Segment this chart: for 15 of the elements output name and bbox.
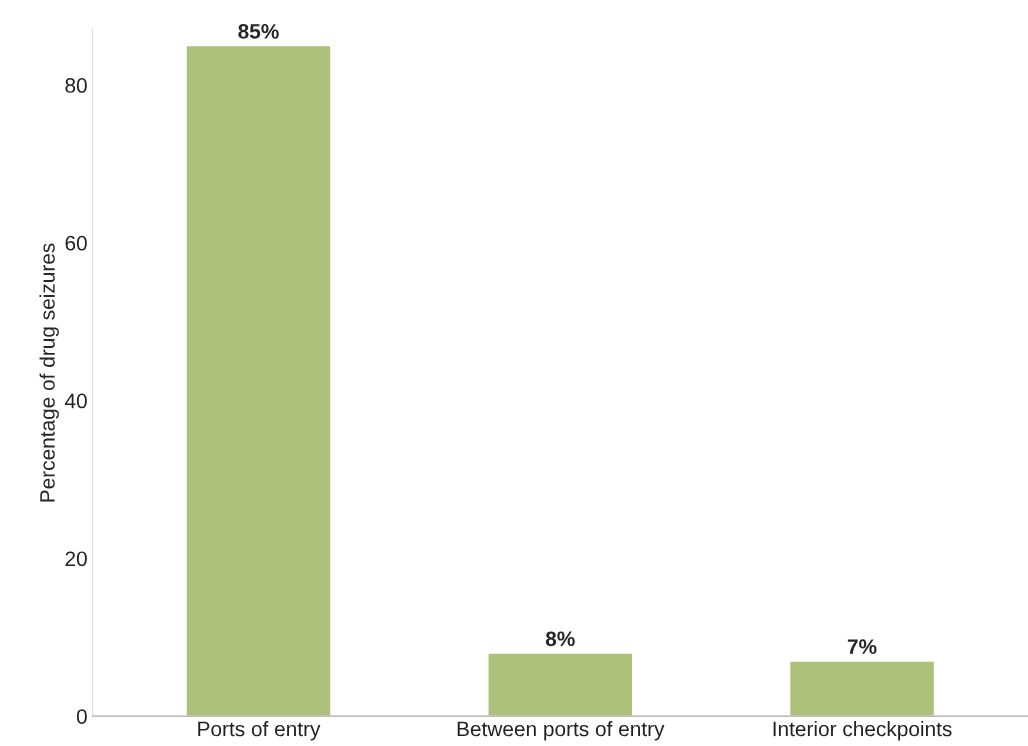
y-axis-title: Percentage of drug seizures [39,243,59,502]
data-label: 7% [847,639,877,654]
x-tick-label: Ports of entry [198,721,321,741]
y-tick-label: 80 [65,78,87,93]
bar [487,652,634,717]
data-label: 8% [545,631,575,647]
y-tick-label: 40 [64,393,87,409]
bar [788,660,936,717]
x-tick-label: Between ports of entry [457,721,665,741]
y-tick-label: 20 [65,551,87,567]
data-label: 85% [238,23,279,39]
y-tick-label: 60 [65,235,87,251]
bar [185,44,332,717]
x-tick-label: Interior checkpoints [773,721,952,741]
y-tick-label: 0 [76,709,87,724]
